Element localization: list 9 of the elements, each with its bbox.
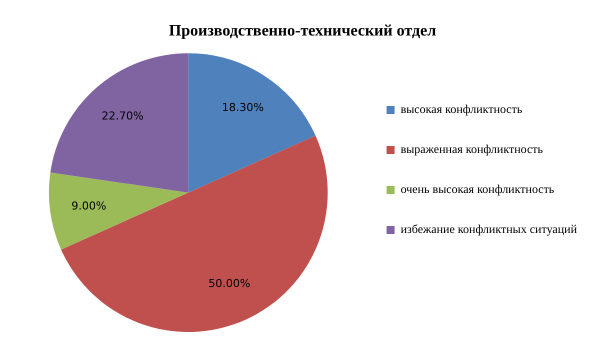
legend-label: очень высокая конфликтность	[400, 182, 555, 196]
data-label: 50.00%	[208, 277, 250, 290]
legend-label: высокая конфликтность	[400, 102, 523, 116]
chart-title: Производственно-технический отдел	[168, 22, 436, 40]
legend-label: избежание конфликтных ситуаций	[400, 222, 578, 236]
data-label: 18.30%	[222, 101, 264, 114]
data-label: 9.00%	[71, 199, 106, 212]
data-label: 22.70%	[102, 110, 144, 123]
legend-label: выраженная конфликтность	[400, 142, 544, 156]
